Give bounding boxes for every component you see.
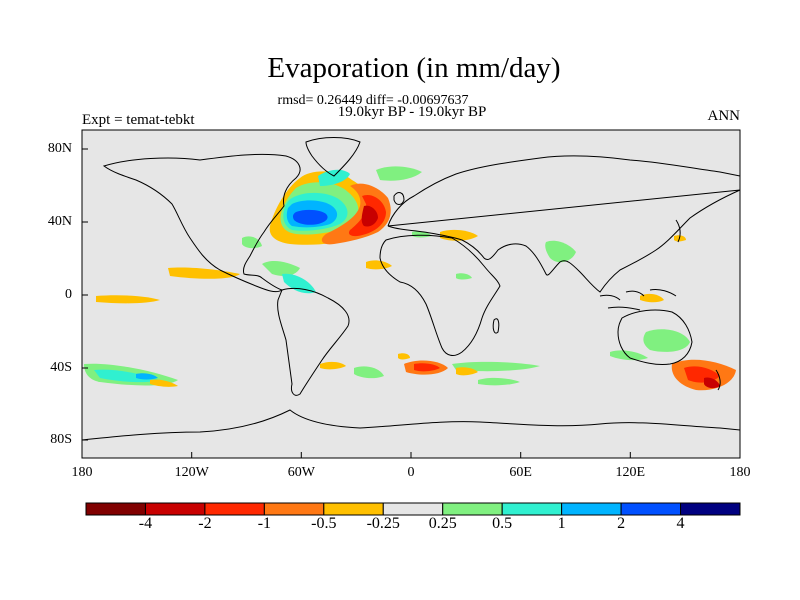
colorbar-box bbox=[144, 502, 206, 516]
britain-coast bbox=[393, 192, 405, 205]
australia-coast bbox=[617, 309, 693, 365]
axis-tick-marks bbox=[81, 148, 741, 458]
experiment-label: Expt = temat-tebkt bbox=[82, 112, 195, 128]
plot-title: Evaporation (in mm/day) bbox=[267, 52, 561, 84]
y-tick-label: 40N bbox=[47, 214, 72, 229]
colorbar-label: -1 bbox=[257, 515, 272, 532]
north-america-coast bbox=[102, 153, 301, 293]
africa-coast bbox=[379, 234, 501, 356]
greenland-coast bbox=[305, 137, 361, 177]
new-zealand-coast bbox=[715, 369, 721, 391]
contour-fills bbox=[84, 166, 736, 391]
season-label: ANN bbox=[707, 108, 741, 124]
colorbar-label: 0.5 bbox=[492, 515, 513, 532]
colorbar-label: 0.25 bbox=[428, 515, 457, 532]
y-tick-label: 80S bbox=[50, 432, 72, 447]
y-tick-label: 80N bbox=[47, 141, 72, 156]
colorbar-label: -0.25 bbox=[366, 515, 400, 532]
colorbar-box bbox=[85, 502, 146, 516]
colorbar-label: 1 bbox=[557, 515, 566, 532]
y-tick-label: 0 bbox=[65, 287, 72, 302]
colorbar-box bbox=[680, 502, 741, 516]
colorbar-box bbox=[323, 502, 384, 516]
colorbar bbox=[85, 502, 741, 516]
eurasia-coast bbox=[387, 155, 741, 293]
colorbar-label: 4 bbox=[676, 515, 685, 532]
colorbar-box bbox=[442, 502, 503, 516]
maritime-continent-coast bbox=[599, 289, 677, 311]
x-tick-label: 120E bbox=[615, 465, 646, 480]
colorbar-box bbox=[620, 502, 682, 516]
x-tick-label: 0 bbox=[407, 465, 415, 480]
colorbar-box bbox=[561, 502, 622, 516]
south-america-coast bbox=[277, 287, 350, 396]
map-background bbox=[82, 130, 740, 458]
x-tick-label: 60E bbox=[509, 465, 532, 480]
x-tick-label: 180 bbox=[71, 465, 93, 480]
colorbar-label: 2 bbox=[617, 515, 626, 532]
x-tick-label: 120W bbox=[174, 465, 209, 480]
antarctica-coast bbox=[81, 409, 741, 441]
colorbar-label: -2 bbox=[198, 515, 212, 532]
colorbar-box bbox=[204, 502, 265, 516]
y-tick-label: 40S bbox=[50, 360, 72, 375]
coastlines bbox=[81, 137, 741, 441]
colorbar-box bbox=[501, 502, 563, 516]
colorbar-box bbox=[263, 502, 325, 516]
colorbar-label: -0.5 bbox=[311, 515, 337, 532]
x-tick-label: 180 bbox=[729, 465, 751, 480]
colorbar-label: -4 bbox=[138, 515, 153, 532]
colorbar-box bbox=[382, 502, 444, 516]
period-text: 19.0kyr BP - 19.0kyr BP bbox=[337, 104, 487, 120]
x-tick-label: 60W bbox=[287, 465, 315, 480]
stats-text: rmsd= 0.26449 diff= -0.00697637 bbox=[277, 93, 469, 108]
madagascar-coast bbox=[492, 318, 500, 334]
japan-coast bbox=[675, 219, 681, 243]
